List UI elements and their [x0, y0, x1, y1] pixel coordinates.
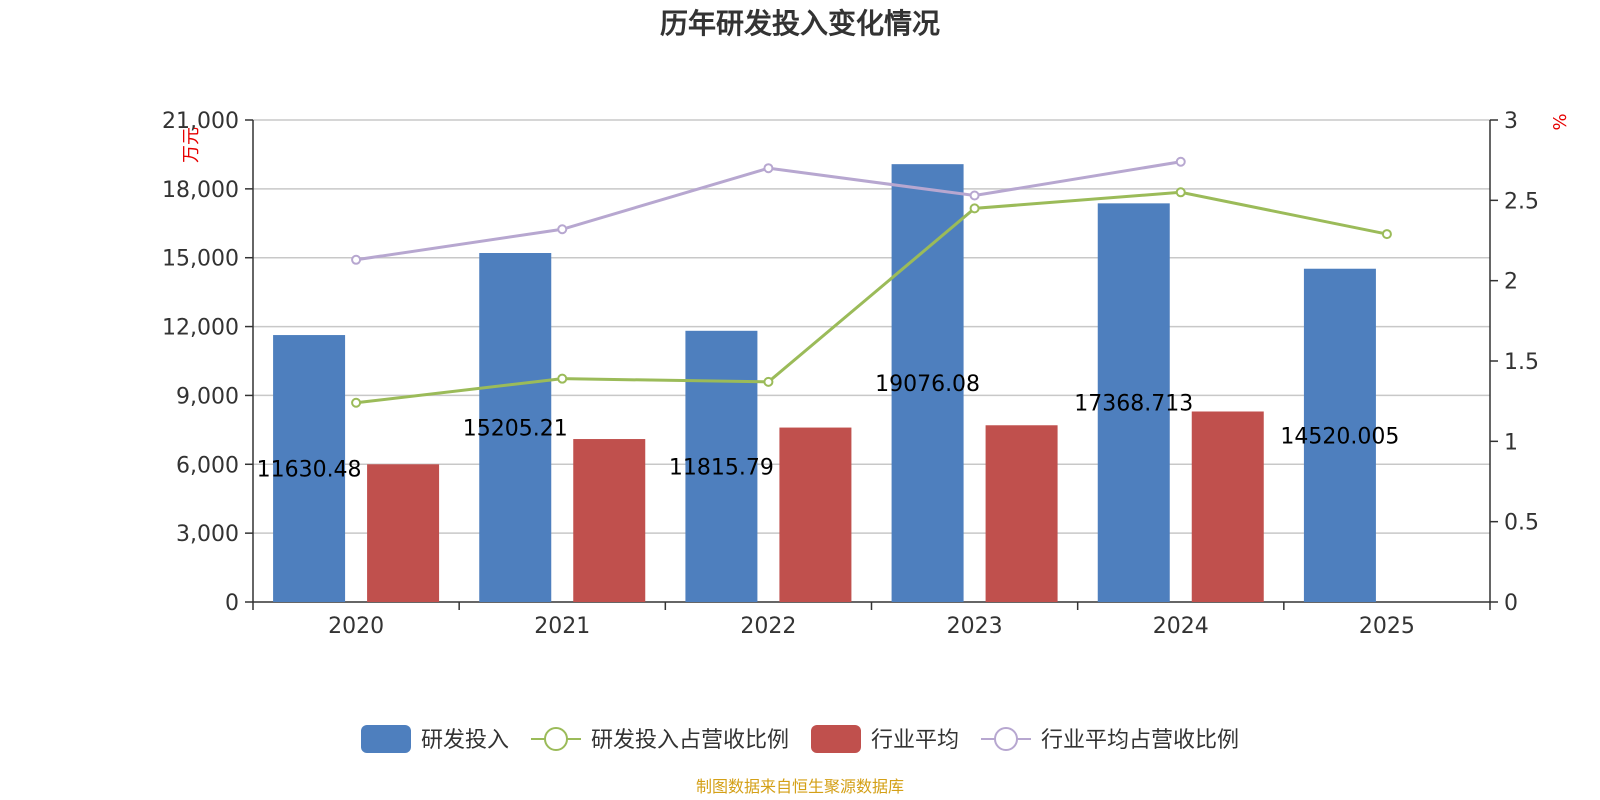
bar-研发投入-2023	[891, 164, 964, 602]
left-axis-tick-label: 0	[225, 591, 239, 616]
bar-data-label: 11630.48	[257, 458, 362, 483]
point-研发投入占营收比例	[557, 373, 568, 384]
grid-lines	[253, 119, 1490, 534]
right-axis-tick-label: 0.5	[1504, 511, 1539, 536]
point-行业平均占营收比例	[557, 224, 568, 235]
legend-label: 研发投入占营收比例	[591, 728, 789, 753]
bar-data-label: 17368.713	[1074, 392, 1193, 417]
left-axis-tick-label: 6,000	[176, 453, 239, 478]
bar-研发投入-2024	[1097, 203, 1170, 602]
left-axis-tick-label: 15,000	[162, 247, 239, 272]
bar-行业平均-2022	[779, 427, 852, 602]
left-axis-tick-label: 21,000	[162, 109, 239, 134]
legend-marker-研发投入占营收比例	[544, 727, 568, 751]
legend: 研发投入 研发投入占营收比例 行业平均 行业平均占营收比例	[361, 725, 1239, 753]
point-研发投入占营收比例	[763, 376, 774, 387]
right-axis-unit: %	[1550, 113, 1571, 130]
bar-行业平均-2023	[985, 425, 1058, 602]
axes: 0 3,000 6,000 9,000 12,000 15,000 18,000 21,000…	[162, 109, 1539, 639]
legend-swatch-研发投入	[361, 725, 411, 753]
lines	[351, 156, 1392, 408]
x-axis-tick-label: 2023	[947, 614, 1003, 639]
x-axis-tick-label: 2021	[534, 614, 590, 639]
x-axis-tick-label: 2024	[1153, 614, 1209, 639]
data-labels: 11630.48 15205.21 11815.79 19076.08 17368.71…	[257, 372, 1400, 482]
bar-行业平均-2021	[573, 439, 646, 602]
bars	[273, 164, 1376, 603]
bar-data-label: 15205.21	[463, 417, 568, 442]
chart-title: 历年研发投入变化情况	[660, 7, 940, 40]
line-研发投入占营收比例	[355, 190, 1388, 405]
right-axis-tick-label: 3	[1504, 109, 1518, 134]
x-axis-tick-label: 2022	[740, 614, 796, 639]
right-axis-tick-label: 1.5	[1504, 350, 1539, 375]
point-研发投入占营收比例	[351, 397, 362, 408]
point-行业平均占营收比例	[351, 254, 362, 265]
left-axis-tick-label: 3,000	[176, 522, 239, 547]
left-axis-tick-label: 12,000	[162, 316, 239, 341]
point-行业平均占营收比例	[1175, 156, 1186, 167]
source-note: 制图数据来自恒生聚源数据库	[696, 777, 904, 796]
point-行业平均占营收比例	[969, 190, 980, 201]
bar-行业平均-2024	[1191, 411, 1264, 602]
bar-行业平均-2020	[367, 464, 440, 602]
bar-研发投入-2020	[273, 335, 346, 602]
bar-研发投入-2021	[479, 253, 552, 603]
point-研发投入占营收比例	[1175, 187, 1186, 198]
line-行业平均占营收比例	[355, 160, 1181, 262]
bar-研发投入-2025	[1303, 268, 1376, 602]
point-行业平均占营收比例	[763, 163, 774, 174]
x-axis-tick-label: 2025	[1359, 614, 1415, 639]
legend-label: 研发投入	[421, 728, 509, 753]
x-axis-tick-label: 2020	[328, 614, 384, 639]
legend-label: 行业平均	[871, 728, 959, 753]
right-axis-tick-label: 0	[1504, 591, 1518, 616]
point-研发投入占营收比例	[969, 203, 980, 214]
left-axis-tick-label: 18,000	[162, 178, 239, 203]
legend-marker-行业平均占营收比例	[994, 727, 1018, 751]
left-axis-tick-label: 9,000	[176, 384, 239, 409]
bar-研发投入-2022	[685, 330, 758, 602]
left-axis-unit: 万元	[181, 127, 202, 163]
bar-data-label: 11815.79	[669, 455, 774, 480]
right-axis-tick-label: 1	[1504, 430, 1518, 455]
legend-swatch-行业平均	[811, 725, 861, 753]
point-研发投入占营收比例	[1381, 229, 1392, 240]
right-axis-tick-label: 2.5	[1504, 189, 1539, 214]
right-axis-tick-label: 2	[1504, 270, 1518, 295]
bar-data-label: 14520.005	[1280, 424, 1399, 449]
legend-label: 行业平均占营收比例	[1041, 728, 1239, 753]
bar-data-label: 19076.08	[875, 372, 980, 397]
